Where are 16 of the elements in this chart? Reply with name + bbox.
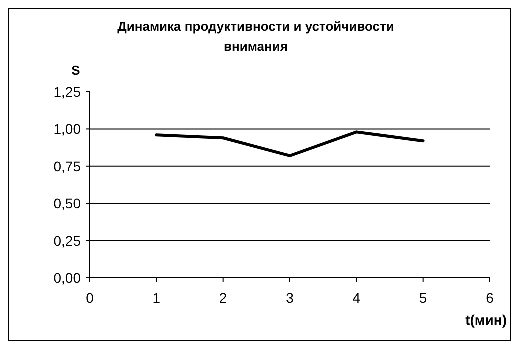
chart-title: Динамика продуктивности и устойчивости внимания bbox=[118, 19, 394, 54]
y-tick-label: 0,00 bbox=[54, 270, 82, 286]
x-tick-label: 5 bbox=[419, 290, 428, 306]
y-tick-label: 1,25 bbox=[54, 84, 82, 100]
x-tick-label: 0 bbox=[86, 290, 94, 306]
y-tick-label: 0,50 bbox=[54, 196, 82, 212]
x-tick-label: 1 bbox=[152, 290, 161, 306]
y-tick-label: 1,00 bbox=[54, 121, 82, 138]
x-tick-label: 2 bbox=[219, 290, 228, 306]
x-tick-label: 4 bbox=[352, 290, 361, 306]
y-axis-title: S bbox=[72, 63, 81, 78]
x-tick-label: 3 bbox=[286, 290, 294, 306]
y-tick-label: 0,25 bbox=[54, 232, 82, 249]
y-tick-label: 0,75 bbox=[54, 158, 82, 174]
x-axis-title: t(мин) bbox=[466, 312, 507, 328]
x-tick-label: 6 bbox=[486, 290, 494, 306]
